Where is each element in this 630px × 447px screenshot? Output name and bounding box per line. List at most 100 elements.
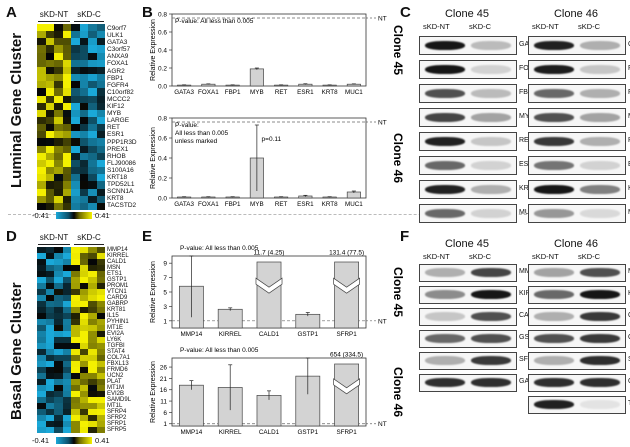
heatmap-cell [79,337,88,343]
blot-band [425,89,465,98]
heatmap-cell [96,102,105,110]
p-value-annotation: P-value: All less than 0.005 [180,347,259,354]
heatmap-cell [54,74,63,82]
y-tick-label: 5 [163,290,167,297]
heatmap-cell [71,337,80,343]
heatmap-cell [71,397,80,403]
heatmap-cell [37,283,46,289]
blot-strip [419,286,517,304]
blot-band [580,209,620,218]
blot-protein-label: CALD1 [628,312,630,319]
heatmap-cell [37,38,46,46]
y-axis-label: Relative Expression [150,127,157,189]
blot-band [425,356,465,365]
heatmap-cell [37,397,46,403]
heatmap-cell [62,355,71,361]
heatmap-cell [45,283,54,289]
heatmap-cell [71,313,80,319]
heatmap-cell [54,415,63,421]
x-tick-label: GATA3 [174,89,194,96]
heatmap-cell [88,131,97,139]
axis-break [333,277,360,294]
blot-band [534,268,574,277]
heatmap-cell [37,181,46,189]
heatmap-cell [45,367,54,373]
heatmap-cell [79,38,88,46]
heatmap-cell [88,95,97,103]
heatmap-cell [88,152,97,160]
x-tick-label: GATA3 [174,201,194,208]
gene-label: SFRP4 [107,409,127,415]
gene-label: FOXA1 [107,60,129,68]
heatmap-cell [62,159,71,168]
gene-label: FLJ90086 [107,159,136,167]
heatmap-cell [79,397,88,403]
heatmap-cell [37,124,46,132]
blot-lane-label: sKD-NT [423,22,450,31]
heatmap-cell [45,265,54,271]
gene-label: MMP14 [107,247,128,253]
heatmap-cell [71,277,80,283]
y-tick-label: 0.4 [158,48,167,55]
heatmap-cell [71,159,80,168]
heatmap-cell [45,301,54,307]
y-tick-label: 1 [163,421,167,428]
heatmap-cell [71,367,80,373]
heatmap-cell [37,131,46,139]
heatmap-cell [37,301,46,307]
heatmap-cell [37,307,46,313]
heatmap-cell [79,174,88,182]
y-tick-label: 0.2 [158,176,167,183]
heatmap-cell [54,265,63,271]
heatmap-cell [62,38,71,46]
gene-label: SFRP1 [107,421,127,427]
gene-label: C9orf7 [107,25,127,32]
x-tick-label: MUC1 [345,89,363,96]
heatmap-cell [62,373,71,379]
heatmap-cell [96,247,105,253]
heatmap-cell [62,427,71,433]
heatmap-cell [71,295,80,301]
heatmap-cell [54,59,63,67]
heatmap-cell [54,421,63,427]
heatmap-cell [88,421,97,427]
heatmap-cell [71,379,80,385]
heatmap-cell [79,265,88,271]
heatmap-cell [45,403,54,409]
gene-label: PLAT [107,379,122,385]
heatmap-cell [71,117,80,125]
heatmap-cell [88,403,97,409]
heatmap-cell [54,397,63,403]
heatmap-cell [96,181,105,189]
heatmap-cell [54,174,63,182]
heatmap-cell [62,31,71,39]
heatmap-cell [62,66,71,75]
heatmap-cell [88,138,97,146]
blot-strip [528,352,626,370]
blot-band [425,312,465,321]
heatmap-cell [37,325,46,331]
x-tick-label: SFRP1 [336,429,357,436]
heatmap-cell [45,397,54,403]
heatmap-cell [45,131,54,139]
heatmap-cell [88,167,97,175]
heatmap-cell [96,307,105,313]
heatmap-cell [45,31,54,39]
heatmap-cell [71,301,80,307]
heatmap-cell [79,159,88,168]
heatmap-cell [37,109,46,117]
heatmap-cell [62,421,71,427]
x-tick-label: FBP1 [225,89,241,96]
heatmap-cell [79,367,88,373]
y-axis-label: Relative Expression [150,261,157,323]
x-tick-label: MYB [250,89,264,96]
gene-label: EVI2B [107,391,125,397]
blot-protein-label: GATA3 [628,41,630,48]
blot-protein-label: ESR1 [628,161,630,168]
heatmap-cell [79,167,88,175]
heatmap-cell [45,38,54,46]
heatmap-cell [71,289,80,295]
heatmap-cell [62,313,71,319]
gene-label: PREX1 [107,145,129,153]
heatmap-cell [79,259,88,265]
